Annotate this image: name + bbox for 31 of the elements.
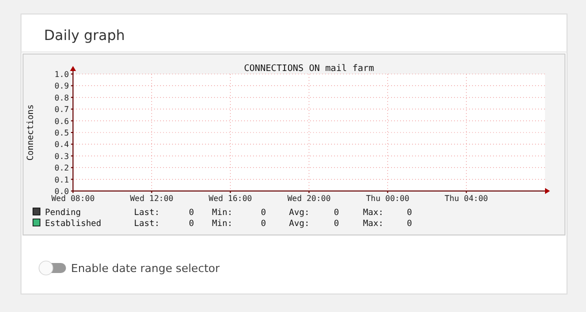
x-tick-label: Wed 12:00 <box>130 194 174 203</box>
text: Last: 0 <box>134 219 194 229</box>
y-tick-label: 0.8 <box>54 93 70 102</box>
y-tick-label: 0.1 <box>54 175 70 184</box>
x-tick-label: Wed 20:00 <box>287 194 331 203</box>
text: Avg: 0 <box>289 219 339 229</box>
y-tick-label: 0.7 <box>54 105 70 114</box>
x-tick-label: Thu 04:00 <box>444 194 488 203</box>
x-tick-label: Wed 16:00 <box>208 194 252 203</box>
y-tick-label: 0.5 <box>54 128 70 138</box>
x-tick-label: Thu 00:00 <box>366 194 410 203</box>
y-tick-label: 0.0 <box>54 187 70 196</box>
y-tick-label: 0.2 <box>54 164 70 173</box>
chart-title: CONNECTIONS ON mail farm <box>244 64 374 74</box>
y-axis-title: Connections <box>26 104 36 161</box>
text: Min: 0 <box>212 208 266 218</box>
text: Last: 0 <box>134 208 194 218</box>
y-tick-label: 0.4 <box>54 140 70 150</box>
text: Enable date range selector <box>71 262 220 275</box>
y-tick-label: 1.0 <box>54 70 70 79</box>
legend-label: Pending <box>45 208 81 218</box>
y-tick-label: 0.3 <box>54 152 70 161</box>
y-tick-label: 0.9 <box>54 82 70 91</box>
text: Min: 0 <box>212 219 266 229</box>
x-tick-label: Wed 08:00 <box>51 194 95 203</box>
text: Daily graph <box>44 28 125 44</box>
text: Max: 0 <box>363 219 412 229</box>
text: Max: 0 <box>363 208 412 218</box>
legend-label: Established <box>45 219 102 229</box>
y-tick-label: 0.6 <box>54 116 70 126</box>
text: Avg: 0 <box>289 208 339 218</box>
